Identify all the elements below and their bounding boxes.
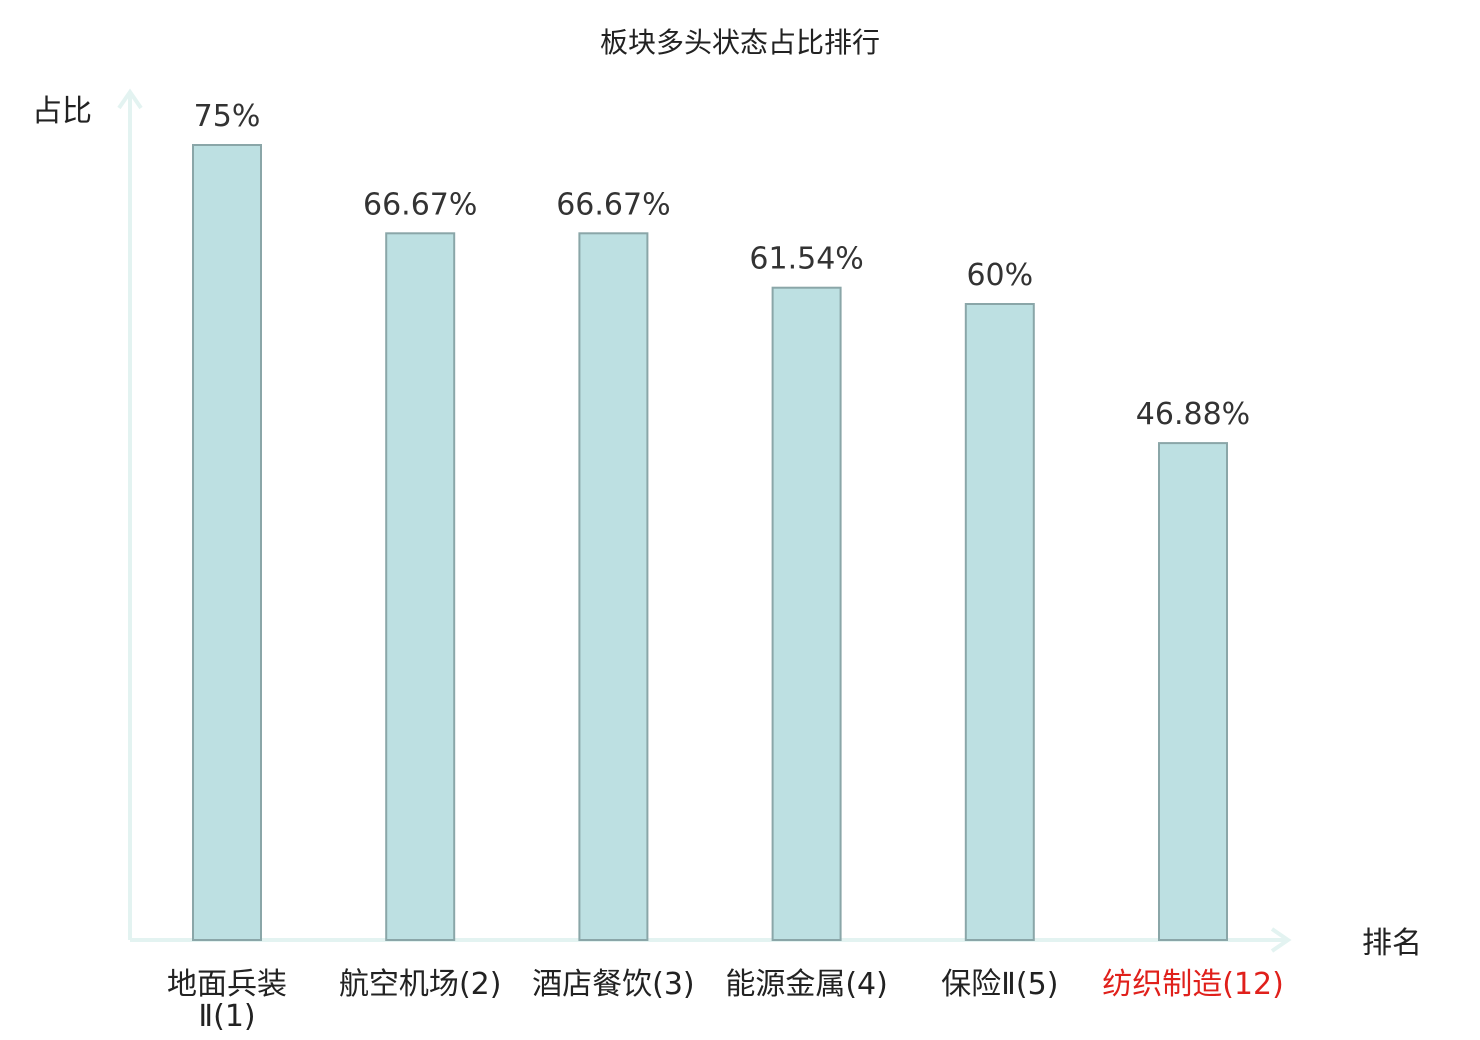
bar (192, 144, 262, 941)
bar (964, 303, 1035, 941)
bar (1158, 442, 1228, 941)
bar-value-label: 60% (966, 258, 1033, 293)
bar (385, 232, 456, 942)
bar-value-label: 46.88% (1136, 397, 1250, 432)
category-rank: (5) (1016, 967, 1059, 1002)
chart-title: 板块多头状态占比排行 (600, 26, 880, 59)
x-axis (130, 927, 1292, 953)
bar-value-label: 75% (194, 99, 261, 134)
bars-group (192, 144, 1228, 942)
category-label: 地面兵装 Ⅱ(1) (167, 967, 287, 1034)
category-rank: (2) (459, 967, 502, 1002)
bar-value-label: 61.54% (749, 242, 863, 277)
category-label: 纺织制造(12) (1102, 967, 1284, 1002)
category-rank: (12) (1222, 967, 1284, 1002)
category-labels-group: 地面兵装 Ⅱ(1)航空机场(2) 酒店餐饮(3) 能源金属(4) 保险Ⅱ(5) 纺织制造(… (167, 967, 1284, 1034)
category-label: 能源金属(4) (725, 967, 888, 1002)
bar-value-label: 66.67% (363, 187, 477, 222)
category-name: 地面兵装 (167, 967, 287, 1002)
category-rank: Ⅱ(1) (198, 999, 255, 1034)
category-name: 能源金属 (725, 967, 845, 1002)
category-rank: (3) (652, 967, 695, 1002)
category-label: 航空机场(2) (339, 967, 502, 1002)
category-label: 酒店餐饮(3) (532, 967, 695, 1002)
category-name: 保险Ⅱ (941, 967, 1016, 1002)
category-rank: (4) (845, 967, 888, 1002)
y-axis (117, 88, 143, 940)
y-axis-label: 占比 (32, 94, 92, 129)
value-labels-group: 75% 66.67% 66.67% 61.54% 60% 46.88% (194, 99, 1251, 432)
x-axis-label: 排名 (1362, 926, 1422, 961)
category-name: 酒店餐饮 (532, 967, 652, 1002)
bar (578, 232, 649, 942)
bar-value-label: 66.67% (556, 187, 670, 222)
category-name: 纺织制造 (1102, 967, 1222, 1002)
category-label: 保险Ⅱ(5) (941, 967, 1058, 1002)
bar (771, 286, 842, 941)
category-name: 航空机场 (339, 967, 459, 1002)
